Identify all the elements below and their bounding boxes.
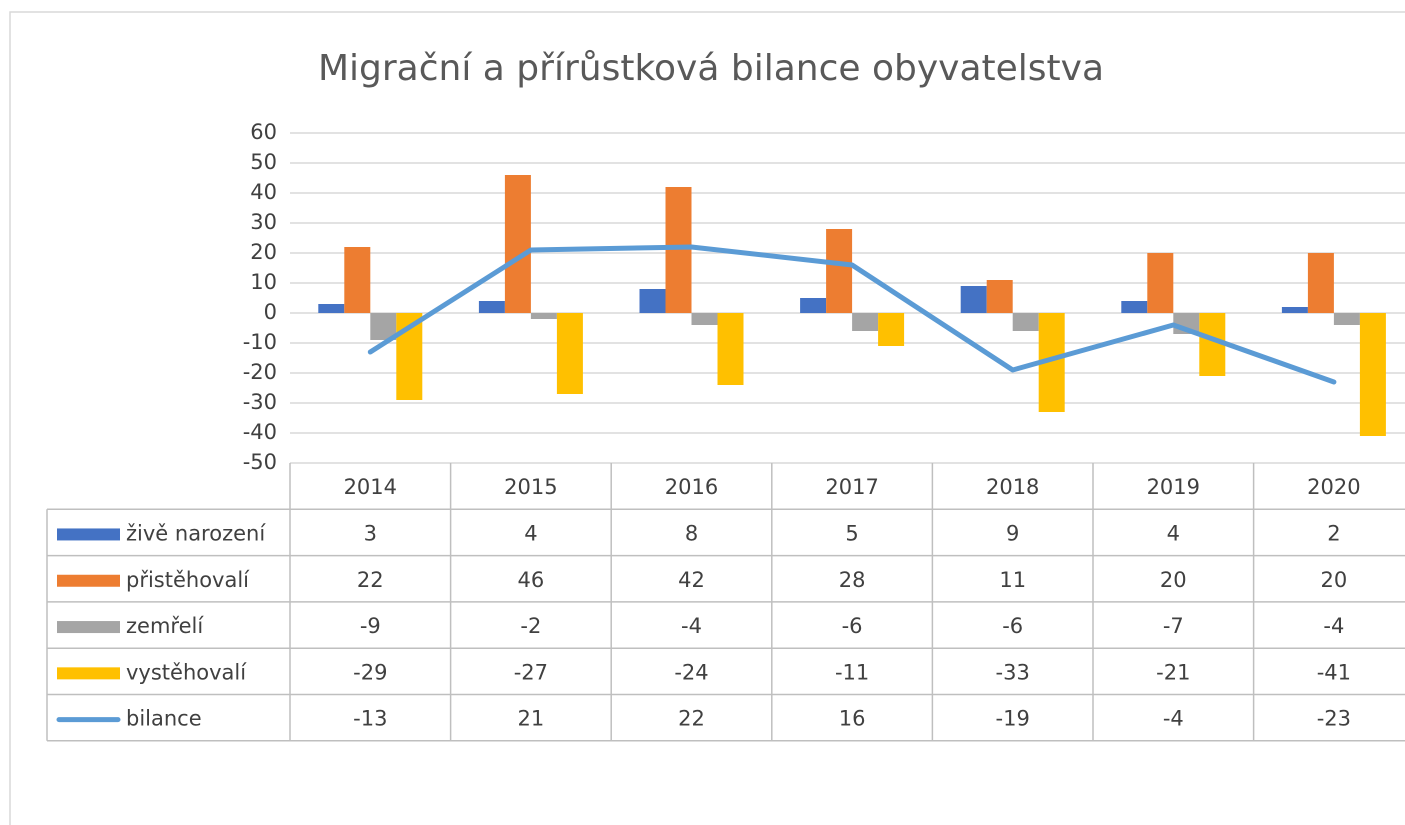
- table-value: -9: [360, 614, 381, 638]
- legend-label: živě narození: [126, 521, 266, 545]
- table-value: 3: [364, 521, 377, 545]
- x-tick-label: 2015: [504, 475, 557, 499]
- bar: [504, 175, 531, 313]
- bar: [530, 313, 557, 319]
- chart-border: [9, 11, 1405, 825]
- bar: [1359, 313, 1386, 436]
- bar: [1121, 301, 1148, 313]
- bar: [665, 187, 692, 313]
- table-value: -27: [514, 660, 548, 684]
- legend-key: [57, 574, 120, 587]
- x-tick-label: 2016: [665, 475, 718, 499]
- y-tick-label: 0: [264, 300, 277, 324]
- bar: [800, 298, 827, 313]
- table-value: -19: [996, 707, 1030, 731]
- legend-label: přistěhovalí: [126, 568, 250, 592]
- legend-key: [57, 667, 120, 680]
- x-tick-label: 2017: [825, 475, 878, 499]
- table-value: 5: [845, 521, 858, 545]
- table-value: -4: [681, 614, 702, 638]
- legend-label: bilance: [126, 707, 202, 731]
- x-tick-label: 2020: [1307, 475, 1360, 499]
- bar: [344, 247, 371, 313]
- table-value: -2: [520, 614, 541, 638]
- y-tick-label: -40: [243, 420, 277, 444]
- legend-key: [57, 528, 120, 541]
- table-value: 42: [678, 568, 705, 592]
- bar: [1281, 307, 1308, 313]
- y-tick-label: -20: [243, 360, 277, 384]
- bar: [986, 280, 1013, 313]
- table-value: 46: [518, 568, 545, 592]
- table-value: 22: [357, 568, 384, 592]
- legend-label: zemřelí: [126, 614, 204, 638]
- bar: [691, 313, 718, 325]
- bar: [318, 304, 345, 313]
- x-tick-label: 2018: [986, 475, 1039, 499]
- bar: [1147, 253, 1174, 313]
- bar: [878, 313, 905, 346]
- table-value: 4: [524, 521, 537, 545]
- table-value: -11: [835, 660, 869, 684]
- bar: [1307, 253, 1334, 313]
- y-tick-label: -30: [243, 390, 277, 414]
- table-value: -41: [1317, 660, 1351, 684]
- line-series: [367, 244, 1337, 385]
- bar: [826, 229, 853, 313]
- table-value: -6: [1002, 614, 1023, 638]
- y-tick-label: 50: [250, 150, 277, 174]
- bar: [556, 313, 583, 394]
- y-tick-label: 10: [250, 270, 277, 294]
- table-value: 2: [1327, 521, 1340, 545]
- table-value: -4: [1323, 614, 1344, 638]
- table-value: 20: [1321, 568, 1348, 592]
- x-tick-label: 2019: [1147, 475, 1200, 499]
- table-value: -23: [1317, 707, 1351, 731]
- table-value: -7: [1163, 614, 1184, 638]
- table-value: 21: [518, 707, 545, 731]
- table-value: -29: [353, 660, 387, 684]
- bar: [960, 286, 987, 313]
- table-value: -13: [353, 707, 387, 731]
- y-tick-label: 60: [250, 120, 277, 144]
- table-value: -6: [842, 614, 863, 638]
- chart-title: Migrační a přírůstková bilance obyvatels…: [318, 48, 1104, 89]
- table-value: 4: [1167, 521, 1180, 545]
- table-value: 8: [685, 521, 698, 545]
- y-tick-label: 30: [250, 210, 277, 234]
- bar: [478, 301, 505, 313]
- table-value: 11: [999, 568, 1026, 592]
- bar: [1333, 313, 1360, 325]
- table-value: 22: [678, 707, 705, 731]
- y-tick-label: -50: [243, 450, 277, 474]
- bar: [1012, 313, 1039, 331]
- legend-key: [57, 621, 120, 634]
- y-tick-label: 40: [250, 180, 277, 204]
- x-tick-label: 2014: [344, 475, 397, 499]
- table-value: -24: [674, 660, 708, 684]
- table-value: -33: [996, 660, 1030, 684]
- y-tick-label: -10: [243, 330, 277, 354]
- table-value: 20: [1160, 568, 1187, 592]
- y-tick-label: 20: [250, 240, 277, 264]
- table-value: -21: [1156, 660, 1190, 684]
- table-value: 16: [839, 707, 866, 731]
- bar: [852, 313, 879, 331]
- bar: [639, 289, 666, 313]
- table-value: -4: [1163, 707, 1184, 731]
- bar: [717, 313, 744, 385]
- table-value: 28: [839, 568, 866, 592]
- table-value: 9: [1006, 521, 1019, 545]
- legend-label: vystěhovalí: [126, 660, 247, 684]
